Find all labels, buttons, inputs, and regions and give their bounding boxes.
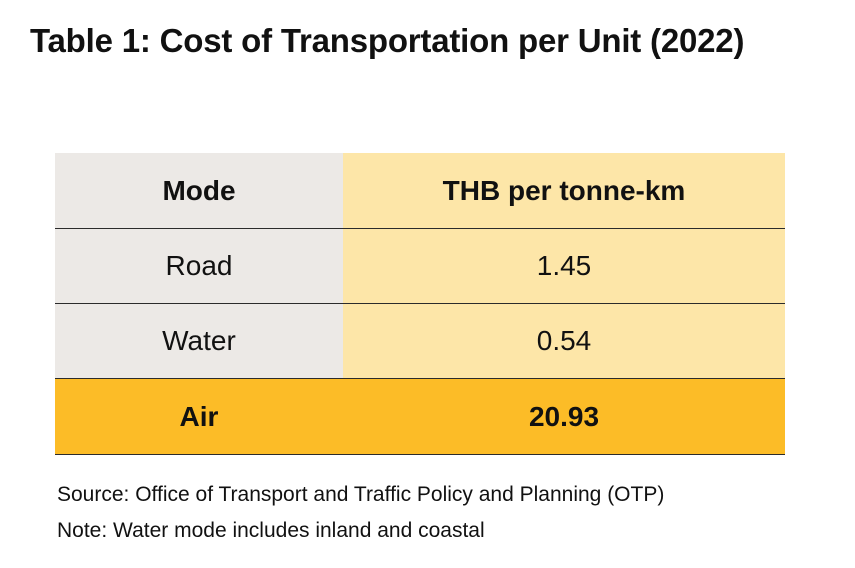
table-row-air: Air 20.93 xyxy=(55,378,785,455)
table-title: Table 1: Cost of Transportation per Unit… xyxy=(30,22,745,59)
cell-value-road: 1.45 xyxy=(343,228,785,304)
cell-mode-water: Water xyxy=(55,303,343,379)
header-thb-per-tonne-km: THB per tonne-km xyxy=(343,153,785,229)
cell-mode-road: Road xyxy=(55,228,343,304)
table-footnotes: Source: Office of Transport and Traffic … xyxy=(57,477,664,549)
table-header-row: Mode THB per tonne-km xyxy=(55,153,785,229)
header-mode: Mode xyxy=(55,153,343,229)
cell-value-water: 0.54 xyxy=(343,303,785,379)
table-row-road: Road 1.45 xyxy=(55,228,785,304)
table-row-water: Water 0.54 xyxy=(55,303,785,379)
cell-value-air: 20.93 xyxy=(343,378,785,455)
water-mode-note: Note: Water mode includes inland and coa… xyxy=(57,519,485,542)
source-note: Source: Office of Transport and Traffic … xyxy=(57,483,665,506)
cost-table: Mode THB per tonne-km Road 1.45 Water 0.… xyxy=(55,153,785,455)
cell-mode-air: Air xyxy=(55,378,343,455)
